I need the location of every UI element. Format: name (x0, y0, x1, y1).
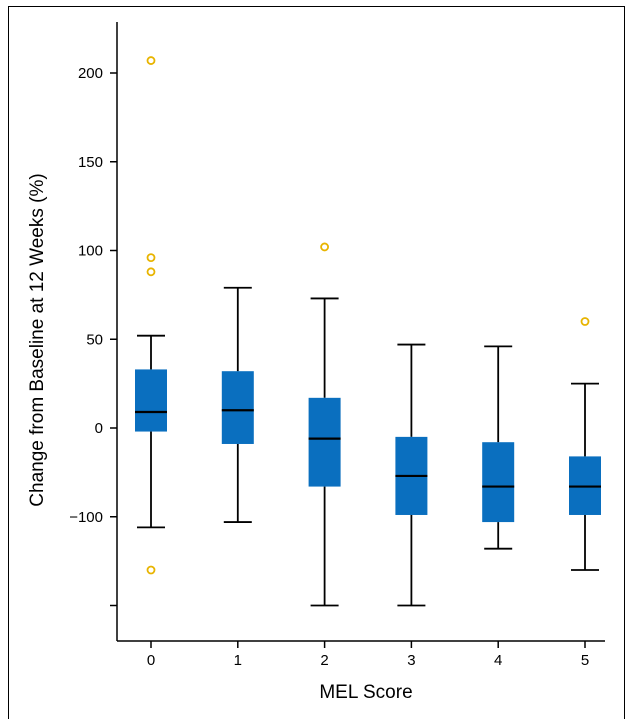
box-group-0 (135, 56, 167, 575)
iqr-box (221, 371, 254, 444)
iqr-box (135, 369, 167, 432)
x-tick-label: 2 (320, 652, 328, 669)
y-tick-label: 100 (78, 243, 103, 260)
x-axis-ticks: 0 1 2 3 4 5 (147, 641, 589, 669)
x-tick-label: 4 (494, 652, 502, 669)
box-group-1 (221, 286, 254, 523)
outlier-point (146, 565, 156, 575)
outlier-point (146, 253, 156, 263)
x-tick-label: 5 (581, 652, 589, 669)
box-group-4 (482, 345, 515, 550)
outlier-point (580, 317, 590, 326)
box-series (135, 56, 601, 607)
outlier-point (146, 56, 156, 65)
iqr-box (482, 442, 515, 523)
box-group-3 (395, 343, 428, 607)
x-axis-title: MEL Score (319, 682, 412, 703)
box-group-2 (308, 242, 341, 607)
outlier-point (146, 267, 156, 277)
y-tick-label: 50 (86, 331, 103, 348)
iqr-box (308, 397, 341, 487)
y-tick-label: 150 (78, 154, 103, 171)
chart-frame (8, 6, 625, 719)
chart-axes (116, 22, 605, 642)
x-tick-label: 3 (407, 652, 415, 669)
y-tick-label: −100 (69, 509, 103, 526)
outlier-point (320, 242, 330, 252)
y-axis-ticks: 200 150 100 50 0 −100 (69, 65, 117, 607)
x-tick-label: 1 (234, 652, 242, 669)
y-tick-label: 200 (78, 65, 103, 82)
x-tick-label: 0 (147, 652, 155, 669)
y-axis-title: Change from Baseline at 12 Weeks (%) (27, 173, 48, 506)
box-group-5 (569, 317, 601, 571)
y-tick-label: 0 (95, 420, 103, 437)
